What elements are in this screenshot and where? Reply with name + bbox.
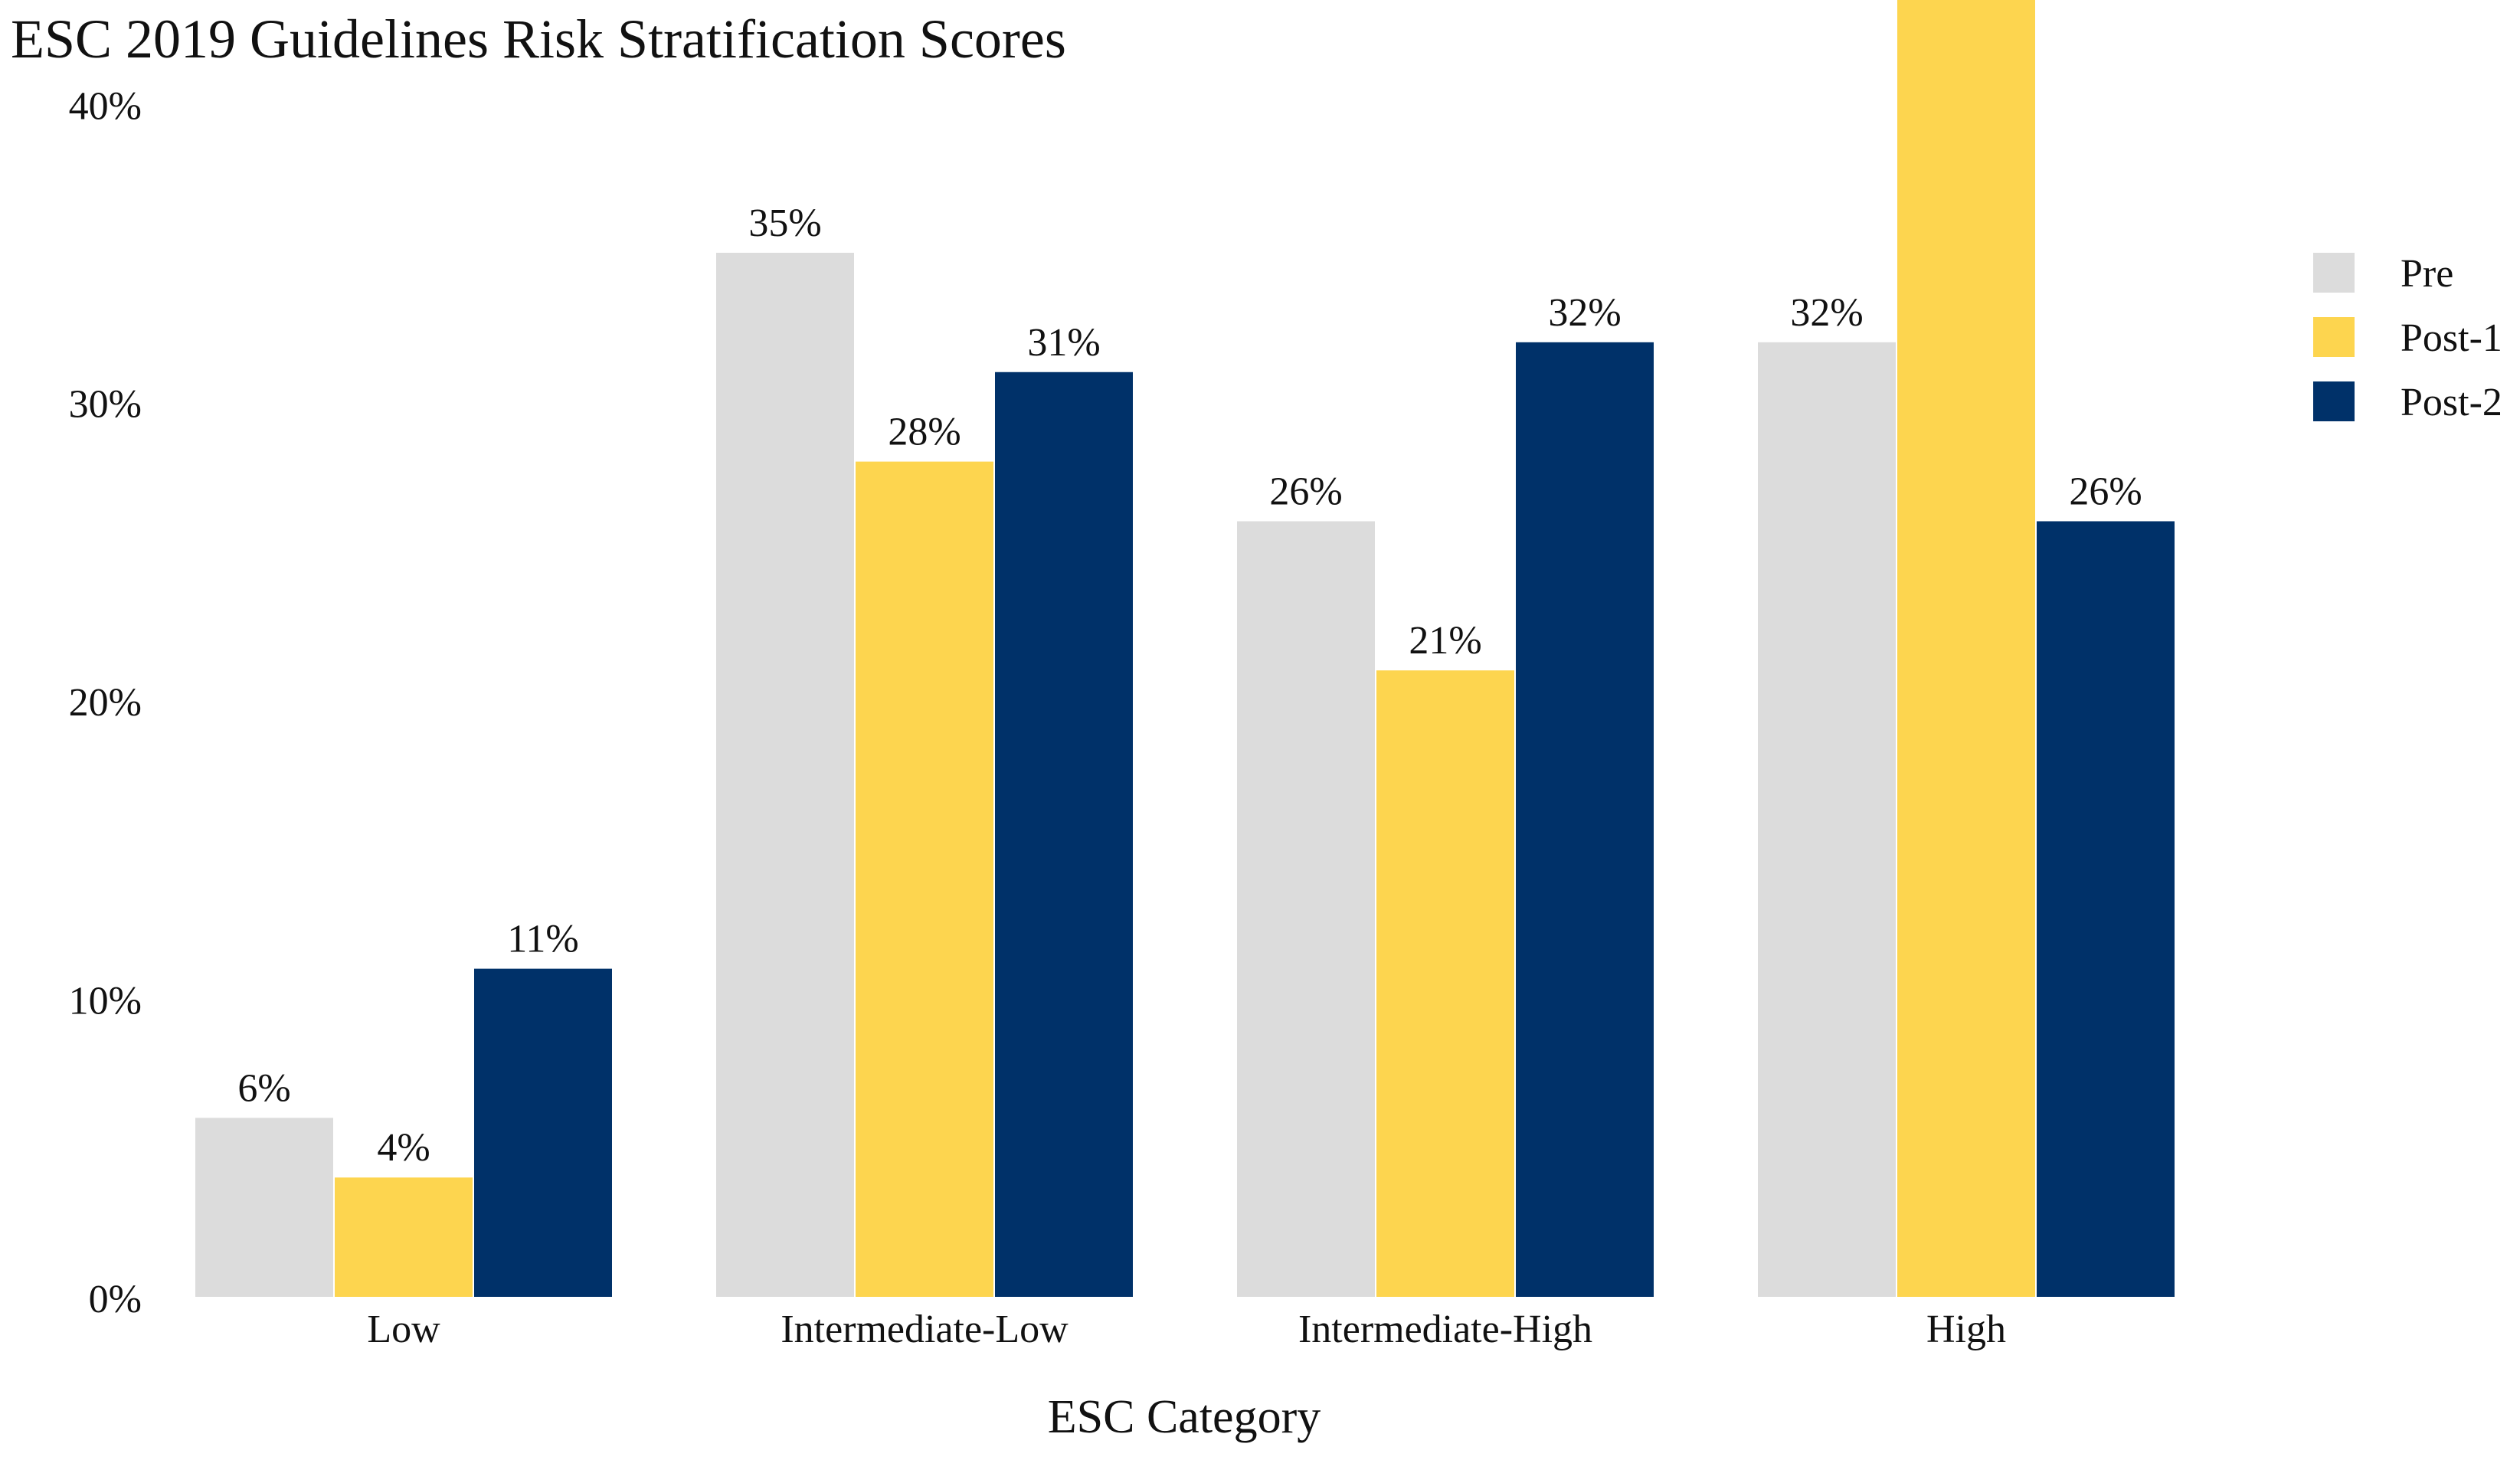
chart-title: ESC 2019 Guidelines Risk Stratification …	[11, 8, 1066, 70]
y-tick-label: 0%	[89, 1278, 142, 1321]
bar-post-2-intermediate-high	[1516, 342, 1654, 1297]
bars	[195, 0, 2175, 1298]
legend-label-post-1: Post-1	[2401, 316, 2502, 360]
bar-post-1-intermediate-low	[856, 461, 993, 1297]
bar-value-label: 6%	[237, 1066, 290, 1110]
bar-pre-high	[1758, 342, 1896, 1297]
x-tick-label: High	[1926, 1308, 2006, 1351]
x-axis: Low Intermediate-Low Intermediate-High High	[367, 1308, 2006, 1351]
y-tick-label: 30%	[69, 383, 142, 427]
bar-value-label: 35%	[748, 201, 821, 245]
y-tick-label: 20%	[69, 681, 142, 725]
bar-value-label: 4%	[377, 1126, 430, 1170]
bar-value-label: 31%	[1027, 321, 1100, 365]
bar-post-1-high	[1897, 0, 2035, 1298]
bar-value-label: 32%	[1790, 291, 1863, 335]
bar-pre-low	[195, 1118, 333, 1297]
legend: Pre Post-1 Post-2	[2313, 252, 2502, 424]
legend-swatch-pre	[2313, 253, 2355, 293]
bar-pre-intermediate-high	[1237, 521, 1375, 1297]
bar-value-label: 26%	[2069, 470, 2142, 513]
bar-post-1-intermediate-high	[1376, 670, 1514, 1297]
bar-value-label: 21%	[1409, 619, 1481, 663]
bar-post-2-high	[2037, 521, 2175, 1297]
y-tick-label: 10%	[69, 980, 142, 1023]
bar-value-label: 32%	[1548, 291, 1621, 335]
legend-swatch-post-2	[2313, 381, 2355, 421]
bar-post-1-low	[335, 1177, 473, 1297]
bar-value-label: 28%	[888, 411, 961, 454]
x-axis-title: ESC Category	[1048, 1391, 1321, 1443]
y-axis: 0% 10% 20% 30% 40%	[69, 84, 142, 1321]
legend-label-post-2: Post-2	[2401, 381, 2502, 424]
bar-post-2-intermediate-low	[995, 372, 1133, 1297]
bar-value-label: 11%	[507, 918, 578, 961]
x-tick-label: Intermediate-High	[1298, 1308, 1592, 1351]
bar-post-2-low	[474, 968, 612, 1297]
legend-label-pre: Pre	[2401, 252, 2453, 296]
x-tick-label: Low	[367, 1308, 440, 1351]
x-tick-label: Intermediate-Low	[781, 1308, 1069, 1351]
legend-swatch-post-1	[2313, 317, 2355, 357]
bar-pre-intermediate-low	[716, 253, 854, 1297]
bar-labels: 6%4%11%35%28%31%26%21%32%32%46%26%	[237, 201, 2142, 1170]
bar-value-label: 26%	[1269, 470, 1342, 513]
y-tick-label: 40%	[69, 84, 142, 128]
